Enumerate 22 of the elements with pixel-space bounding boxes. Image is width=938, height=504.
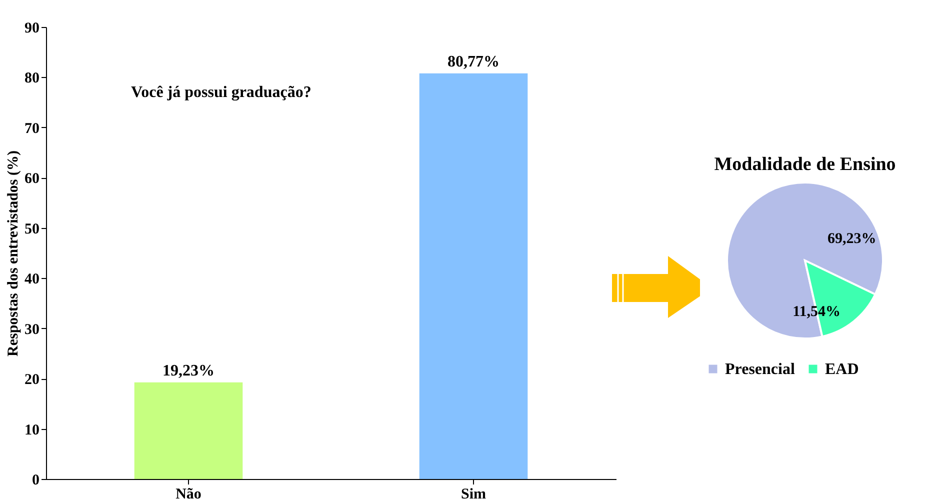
y-tick-label: 60 bbox=[24, 171, 40, 188]
legend-label: Presencial bbox=[725, 361, 796, 378]
y-axis-title: Respostas dos entrevistados (%) bbox=[6, 150, 22, 356]
y-tick-label: 0 bbox=[32, 472, 40, 488]
x-tick-label: Não bbox=[176, 486, 202, 502]
pie-slice bbox=[726, 182, 884, 340]
y-tick-label: 10 bbox=[24, 422, 40, 438]
y-tick-label: 30 bbox=[24, 322, 40, 338]
y-tick-label: 80 bbox=[24, 70, 40, 87]
data-label: 19,23% bbox=[162, 362, 214, 380]
x-tick-label: Sim bbox=[460, 486, 486, 502]
y-tick-label: 90 bbox=[24, 20, 40, 36]
data-label: 69,23% bbox=[827, 230, 876, 247]
y-tick-label: 20 bbox=[24, 372, 40, 388]
data-label: 80,77% bbox=[448, 53, 500, 70]
y-tick-label: 40 bbox=[24, 272, 40, 288]
legend-label: EAD bbox=[825, 361, 859, 378]
chart-title: Modalidade de Ensino bbox=[714, 154, 896, 175]
y-tick-label: 50 bbox=[24, 221, 40, 238]
annotation: Você já possui graduação? bbox=[131, 84, 312, 101]
y-tick-label: 70 bbox=[24, 120, 40, 137]
data-label: 11,54% bbox=[792, 304, 841, 320]
